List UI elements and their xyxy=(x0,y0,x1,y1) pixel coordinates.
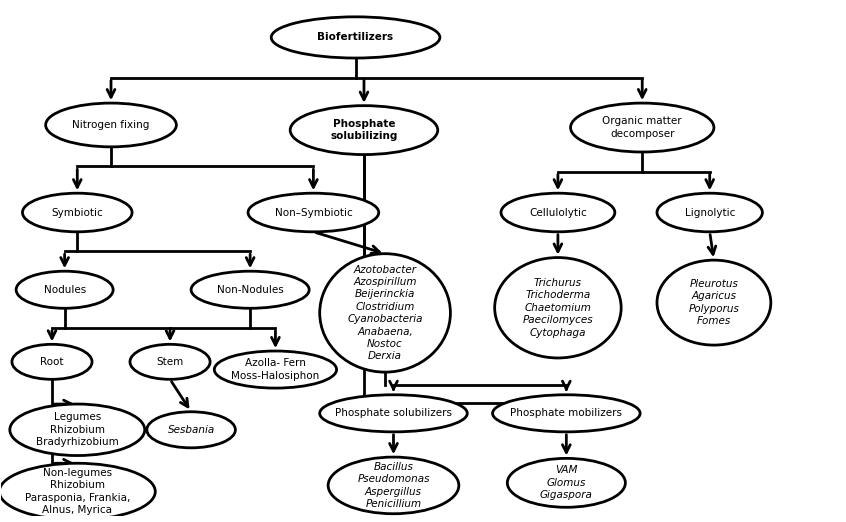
Ellipse shape xyxy=(147,412,235,448)
Text: Organic matter
decomposer: Organic matter decomposer xyxy=(602,116,682,139)
Ellipse shape xyxy=(130,345,210,379)
Text: Symbiotic: Symbiotic xyxy=(52,208,103,218)
Ellipse shape xyxy=(248,193,379,232)
Ellipse shape xyxy=(320,254,450,372)
Text: Nodules: Nodules xyxy=(43,284,85,295)
Text: Azolla- Fern
Moss-Halosiphon: Azolla- Fern Moss-Halosiphon xyxy=(231,359,320,381)
Ellipse shape xyxy=(10,404,145,456)
Ellipse shape xyxy=(16,271,113,309)
Ellipse shape xyxy=(23,193,132,232)
Text: Bacillus
Pseudomonas
Aspergillus
Penicillium: Bacillus Pseudomonas Aspergillus Penicil… xyxy=(357,462,430,509)
Ellipse shape xyxy=(570,103,714,152)
Ellipse shape xyxy=(657,193,762,232)
Ellipse shape xyxy=(492,395,640,432)
Text: VAM
Glomus
Gigaspora: VAM Glomus Gigaspora xyxy=(540,466,593,500)
Ellipse shape xyxy=(328,457,459,514)
Text: Legumes
Rhizobium
Bradyrhizobium: Legumes Rhizobium Bradyrhizobium xyxy=(36,412,118,447)
Ellipse shape xyxy=(214,351,337,388)
Text: Trichurus
Trichoderma
Chaetomium
Paecilomyces
Cytophaga: Trichurus Trichoderma Chaetomium Paecilo… xyxy=(523,278,593,338)
Text: Non–Symbiotic: Non–Symbiotic xyxy=(274,208,352,218)
Ellipse shape xyxy=(320,395,467,432)
Text: Non-legumes
Rhizobium
Parasponia, Frankia,
Alnus, Myrica: Non-legumes Rhizobium Parasponia, Franki… xyxy=(25,468,130,515)
Ellipse shape xyxy=(290,105,437,155)
Text: Lignolytic: Lignolytic xyxy=(684,208,735,218)
Text: Phosphate mobilizers: Phosphate mobilizers xyxy=(510,408,623,418)
Text: Pleurotus
Agaricus
Polyporus
Fomes: Pleurotus Agaricus Polyporus Fomes xyxy=(689,279,739,326)
Text: Azotobacter
Azospirillum
Beijerinckia
Clostridium
Cyanobacteria
Anabaena,
Nostoc: Azotobacter Azospirillum Beijerinckia Cl… xyxy=(348,265,423,361)
Text: Sesbania: Sesbania xyxy=(168,425,215,435)
Ellipse shape xyxy=(272,17,440,58)
Text: Nitrogen fixing: Nitrogen fixing xyxy=(72,120,150,130)
Ellipse shape xyxy=(0,463,156,520)
Ellipse shape xyxy=(12,345,92,379)
Text: Non-Nodules: Non-Nodules xyxy=(217,284,283,295)
Text: Root: Root xyxy=(41,357,63,367)
Ellipse shape xyxy=(508,458,625,507)
Ellipse shape xyxy=(495,257,621,358)
Text: Biofertilizers: Biofertilizers xyxy=(317,32,393,42)
Text: Cellulolytic: Cellulolytic xyxy=(529,208,587,218)
Ellipse shape xyxy=(501,193,615,232)
Ellipse shape xyxy=(46,103,176,147)
Text: Phosphate solubilizers: Phosphate solubilizers xyxy=(335,408,452,418)
Ellipse shape xyxy=(657,260,771,345)
Ellipse shape xyxy=(191,271,309,309)
Text: Stem: Stem xyxy=(157,357,184,367)
Text: Phosphate
solubilizing: Phosphate solubilizing xyxy=(330,119,398,141)
